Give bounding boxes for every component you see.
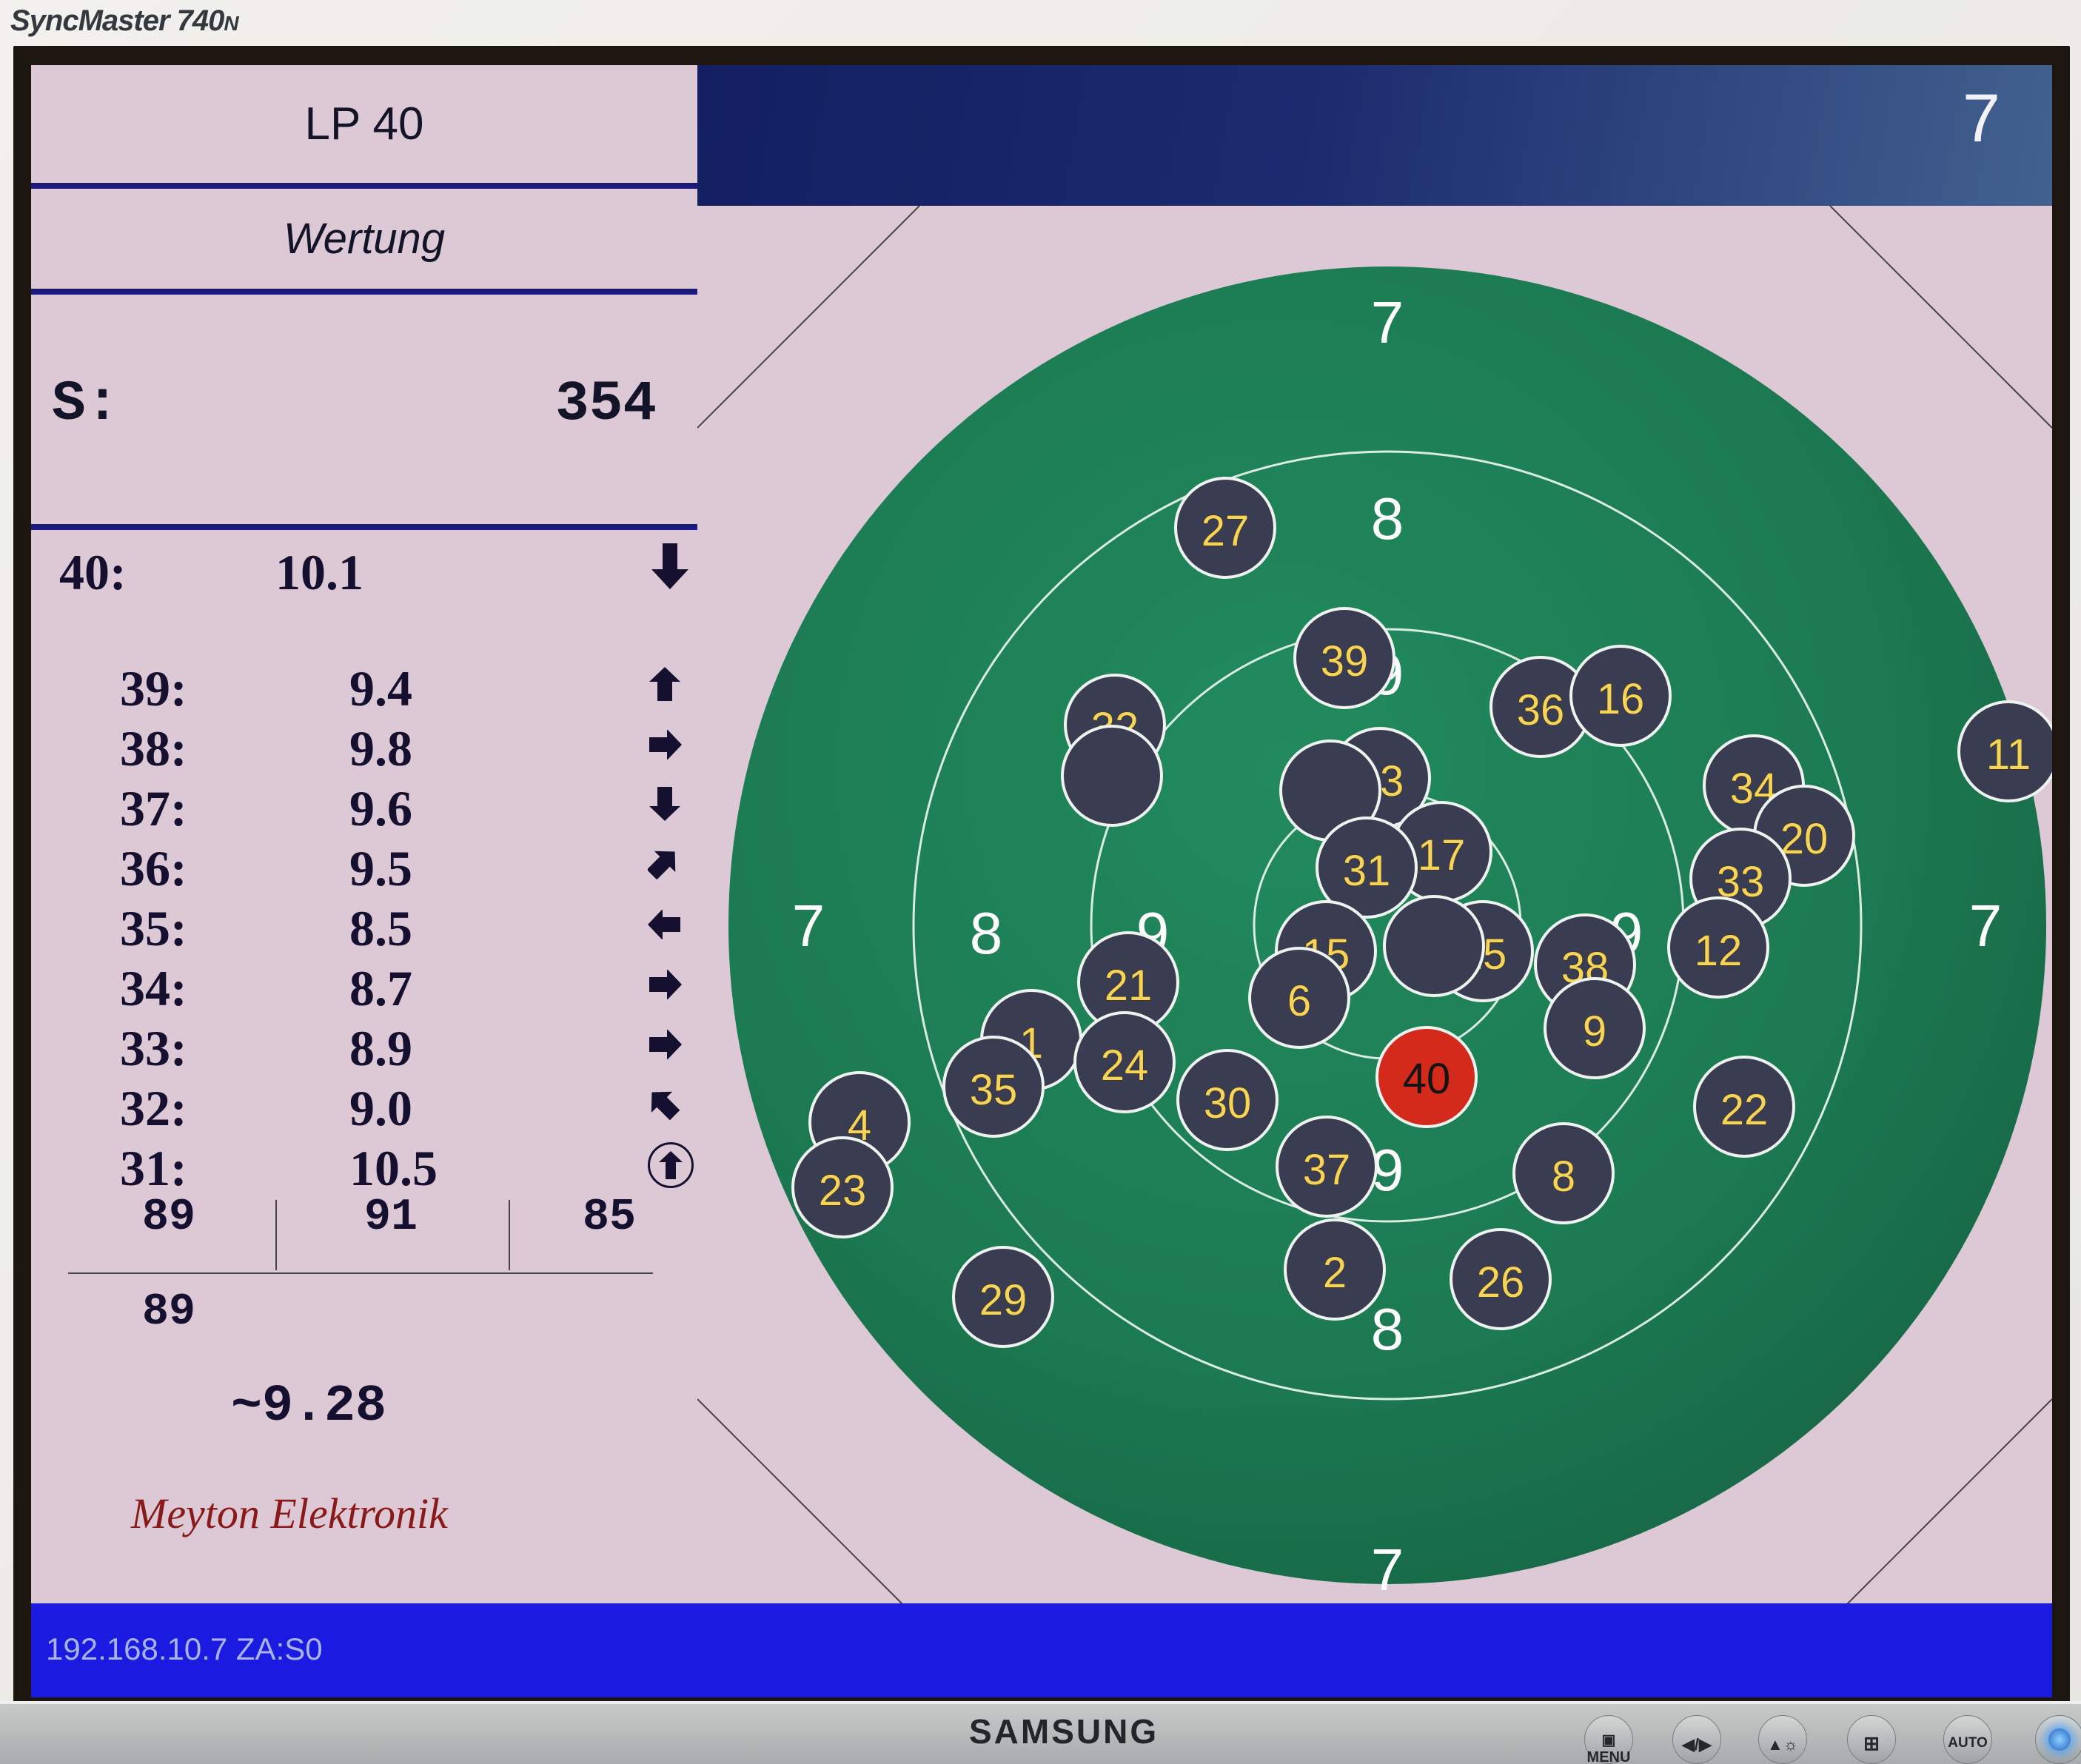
svg-text:8: 8 [1371, 486, 1404, 551]
svg-text:8: 8 [1371, 1296, 1404, 1362]
svg-text:39: 39 [1321, 637, 1369, 685]
svg-text:6: 6 [1287, 977, 1311, 1025]
svg-text:23: 23 [819, 1167, 867, 1215]
svg-text:31: 31 [1343, 847, 1391, 895]
svg-text:7: 7 [1969, 893, 2003, 959]
svg-text:22: 22 [1720, 1086, 1769, 1134]
svg-text:7: 7 [1371, 289, 1404, 355]
svg-text:36: 36 [1517, 686, 1565, 734]
svg-text:21: 21 [1105, 962, 1153, 1010]
svg-text:9: 9 [1583, 1007, 1606, 1056]
svg-text:17: 17 [1418, 831, 1466, 879]
svg-text:7: 7 [1371, 1537, 1404, 1603]
svg-text:40: 40 [1403, 1055, 1451, 1103]
svg-text:12: 12 [1695, 927, 1743, 975]
svg-text:24: 24 [1101, 1042, 1149, 1090]
svg-text:8: 8 [970, 900, 1003, 966]
svg-text:37: 37 [1303, 1146, 1351, 1194]
svg-text:11: 11 [1986, 731, 2031, 779]
svg-text:20: 20 [1780, 815, 1829, 863]
svg-text:7: 7 [792, 893, 825, 959]
svg-text:2: 2 [1323, 1249, 1347, 1297]
svg-text:35: 35 [970, 1066, 1018, 1114]
svg-text:16: 16 [1597, 675, 1645, 723]
svg-text:30: 30 [1204, 1079, 1252, 1127]
svg-text:27: 27 [1202, 507, 1250, 555]
svg-text:29: 29 [979, 1276, 1028, 1324]
svg-text:8: 8 [1552, 1153, 1575, 1201]
svg-text:26: 26 [1477, 1258, 1525, 1307]
